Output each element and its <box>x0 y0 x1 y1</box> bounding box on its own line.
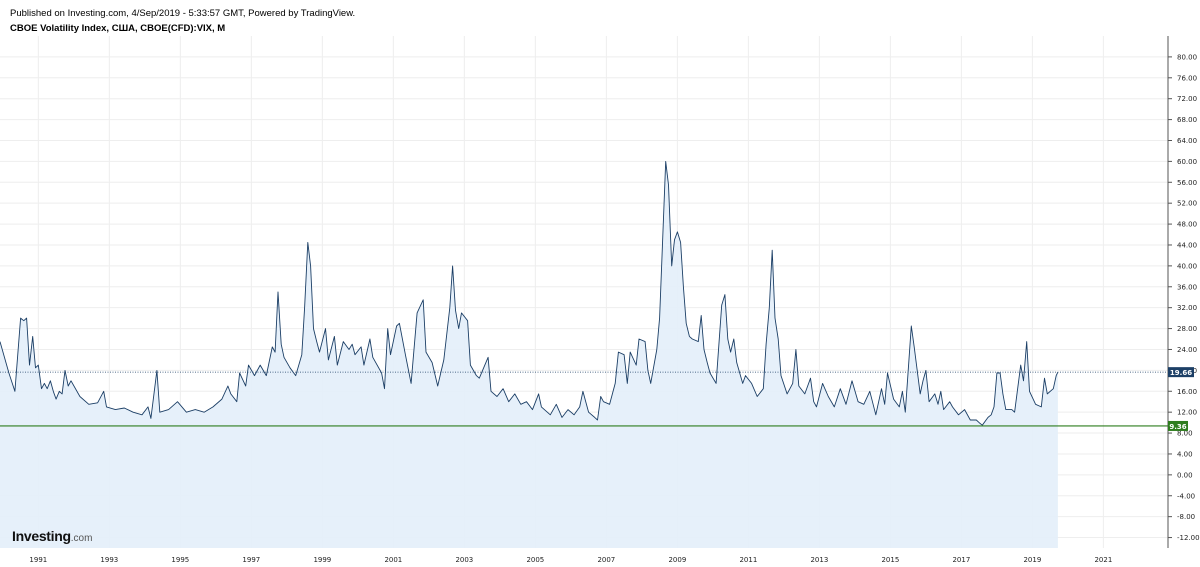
y-tick-label: 80.00 <box>1177 53 1197 61</box>
y-tick-label: 64.00 <box>1177 137 1197 145</box>
y-tick-label: 52.00 <box>1177 200 1197 208</box>
x-tick-label: 2005 <box>526 556 544 564</box>
y-axis-labels: -12.00-8.00-4.000.004.008.0012.0016.0020… <box>1177 53 1200 542</box>
y-tick-label: 24.00 <box>1177 346 1197 354</box>
logo-brand: Investing <box>12 528 71 544</box>
last-value-badge: 19.66 <box>1168 367 1194 378</box>
vix-area-fill <box>0 161 1058 548</box>
x-tick-label: 1993 <box>100 556 118 564</box>
y-tick-label: 32.00 <box>1177 304 1197 312</box>
x-tick-label: 2017 <box>952 556 970 564</box>
chart-header: Published on Investing.com, 4/Sep/2019 -… <box>10 6 355 36</box>
y-tick-label: 36.00 <box>1177 283 1197 291</box>
y-tick-label: 76.00 <box>1177 74 1197 82</box>
y-tick-label: 8.00 <box>1177 430 1193 438</box>
y-tick-label: 68.00 <box>1177 116 1197 124</box>
y-tick-label: 4.00 <box>1177 450 1193 458</box>
x-tick-label: 2015 <box>881 556 899 564</box>
y-tick-label: 28.00 <box>1177 325 1197 333</box>
y-tick-label: -12.00 <box>1177 534 1200 542</box>
y-tick-label: 40.00 <box>1177 262 1197 270</box>
x-tick-label: 2003 <box>455 556 473 564</box>
x-tick-label: 2013 <box>810 556 828 564</box>
y-tick-label: 48.00 <box>1177 221 1197 229</box>
low-value-label: 9.36 <box>1169 423 1186 431</box>
y-tick-label: 72.00 <box>1177 95 1197 103</box>
published-line: Published on Investing.com, 4/Sep/2019 -… <box>10 8 356 19</box>
x-tick-label: 2001 <box>384 556 402 564</box>
x-tick-label: 2019 <box>1023 556 1041 564</box>
y-tick-label: 60.00 <box>1177 158 1197 166</box>
y-tick-label: 0.00 <box>1177 471 1193 479</box>
y-tick-label: -4.00 <box>1177 492 1195 500</box>
last-value-label: 19.66 <box>1170 369 1192 377</box>
x-axis-labels: 1991 1993 1995 1997 1999 2001 2003 2005 2007 2009… <box>29 556 1112 564</box>
x-tick-label: 2021 <box>1094 556 1112 564</box>
x-tick-label: 1999 <box>313 556 331 564</box>
y-tick-label: 16.00 <box>1177 388 1197 396</box>
x-tick-label: 2007 <box>597 556 615 564</box>
x-tick-label: 1991 <box>29 556 47 564</box>
investing-logo[interactable]: Investing .com <box>12 528 92 544</box>
y-tick-label: 56.00 <box>1177 179 1197 187</box>
x-tick-label: 2011 <box>739 556 757 564</box>
y-tick-label: 12.00 <box>1177 409 1197 417</box>
y-tick-label: -8.00 <box>1177 513 1195 521</box>
y-tick-label: 44.00 <box>1177 241 1197 249</box>
x-tick-label: 1997 <box>242 556 260 564</box>
x-tick-label: 1995 <box>171 556 189 564</box>
chart-title: CBOE Volatility Index, США, CBOE(CFD):VI… <box>10 23 226 34</box>
logo-domain: .com <box>70 533 93 544</box>
vix-series-line <box>0 160 1059 426</box>
x-tick-label: 2009 <box>668 556 686 564</box>
low-value-badge: 9.36 <box>1168 420 1188 431</box>
